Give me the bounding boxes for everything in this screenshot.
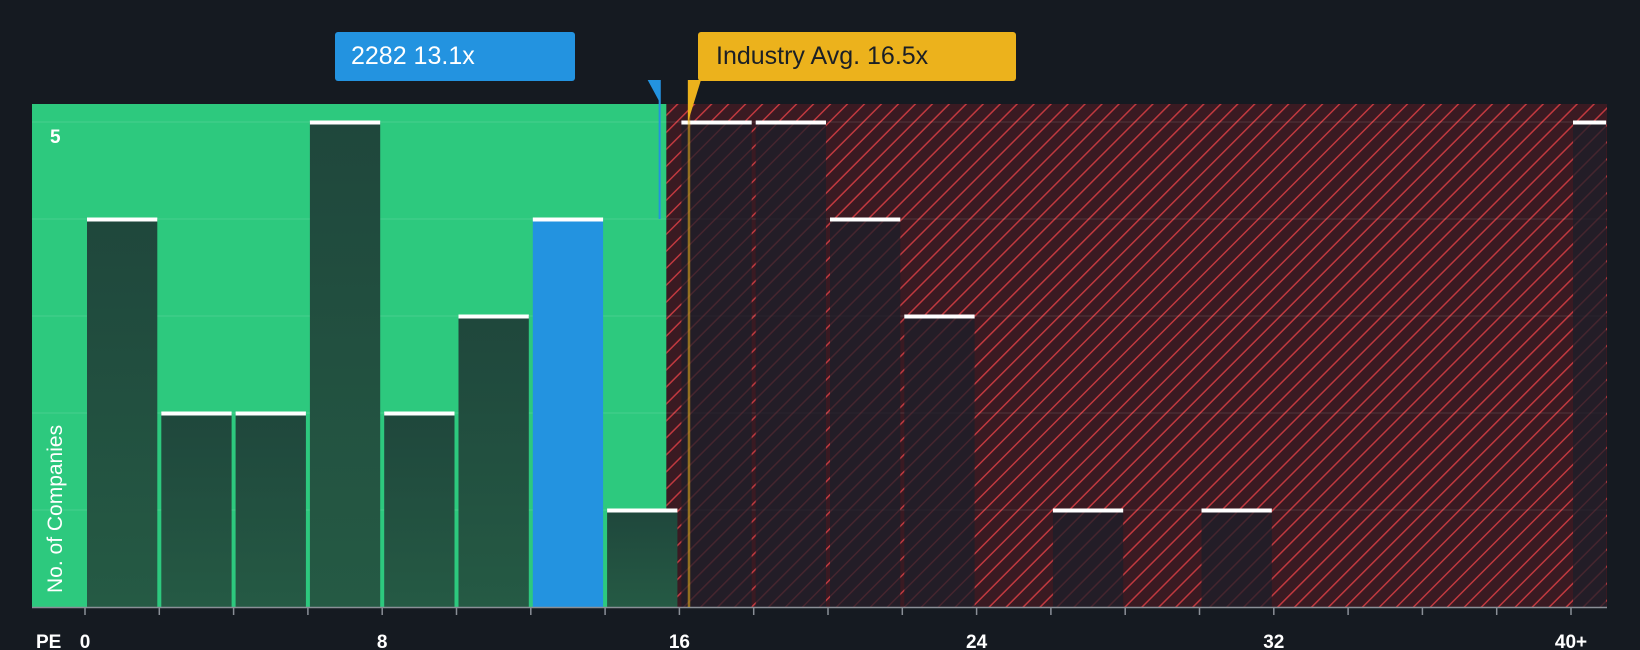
company-bar <box>532 219 604 607</box>
histogram-bar <box>458 316 529 607</box>
x-tick-label: 40+ <box>1555 632 1587 650</box>
histogram-bar <box>161 413 232 607</box>
x-axis-title: PE <box>36 632 61 650</box>
x-tick-label: 24 <box>966 632 988 650</box>
bar-cap <box>384 411 455 416</box>
x-tick-label: 8 <box>377 632 388 650</box>
bar-cap <box>681 120 752 125</box>
bar-cap <box>1052 508 1124 513</box>
histogram-bar <box>1201 510 1272 607</box>
histogram-bar <box>607 510 678 607</box>
bar-cap <box>755 120 826 125</box>
x-tick-label: 32 <box>1263 632 1284 650</box>
histogram-bar <box>235 413 306 607</box>
bar-cap <box>458 314 529 319</box>
bar-cap <box>309 120 381 125</box>
histogram-bar <box>1573 122 1607 607</box>
bar-cap <box>532 217 604 222</box>
histogram-bar <box>384 413 455 607</box>
x-tick-label: 16 <box>669 632 690 650</box>
y-tick-label: 5 <box>50 127 61 148</box>
bar-cap <box>830 217 901 222</box>
histogram-bar <box>681 122 752 607</box>
y-axis-title: No. of Companies <box>44 425 67 593</box>
company-callout-pointer <box>647 80 661 104</box>
bar-cap <box>161 411 232 416</box>
bar-cap <box>235 411 306 416</box>
bar-cap <box>904 314 975 319</box>
histogram-bar <box>904 316 975 607</box>
industry-callout-pointer <box>687 80 701 122</box>
histogram-bar <box>1052 510 1124 607</box>
histogram-bar <box>309 122 381 607</box>
company-pe-callout: 2282 13.1x <box>335 32 575 81</box>
bar-cap <box>607 508 678 513</box>
histogram-bar <box>87 219 158 607</box>
bar-cap <box>87 217 158 222</box>
bar-cap <box>1201 508 1272 513</box>
x-tick-label: 0 <box>80 632 91 650</box>
histogram-bar <box>755 122 826 607</box>
histogram-bar <box>830 219 901 607</box>
bar-cap <box>1573 120 1607 125</box>
industry-avg-callout: Industry Avg. 16.5x <box>698 32 1016 81</box>
